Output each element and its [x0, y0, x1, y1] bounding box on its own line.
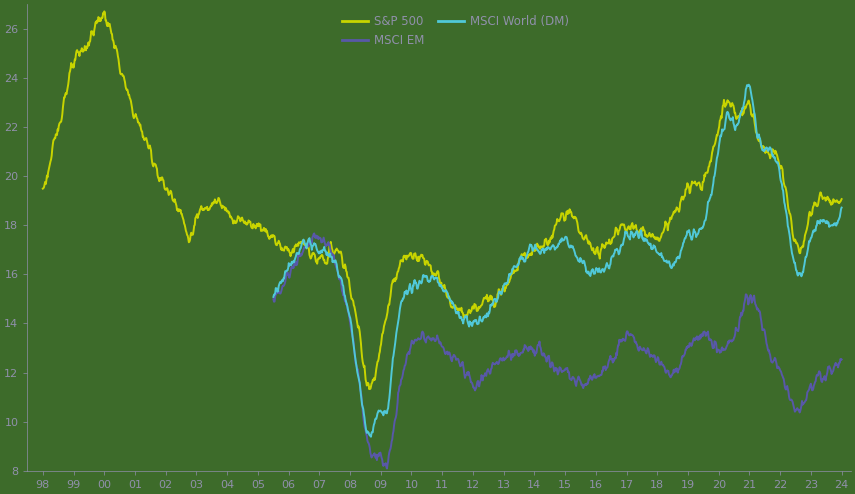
- MSCI World (DM): [777, 181, 787, 187]
- MSCI EM: [836, 357, 846, 363]
- S&P 500: [38, 186, 48, 192]
- S&P 500: [99, 8, 109, 14]
- S&P 500: [836, 196, 846, 202]
- MSCI World (DM): [836, 205, 846, 210]
- MSCI EM: [682, 345, 693, 351]
- S&P 500: [778, 174, 788, 180]
- MSCI EM: [573, 375, 583, 381]
- S&P 500: [683, 183, 693, 189]
- MSCI World (DM): [399, 293, 410, 299]
- S&P 500: [364, 386, 374, 392]
- S&P 500: [574, 229, 584, 235]
- Line: S&P 500: S&P 500: [43, 11, 841, 389]
- Line: MSCI EM: MSCI EM: [274, 234, 841, 468]
- MSCI World (DM): [573, 257, 583, 263]
- MSCI EM: [777, 372, 787, 378]
- Line: MSCI World (DM): MSCI World (DM): [274, 84, 841, 437]
- S&P 500: [85, 39, 95, 45]
- S&P 500: [400, 253, 410, 259]
- MSCI EM: [399, 367, 410, 372]
- MSCI World (DM): [682, 228, 693, 234]
- Legend: S&P 500, MSCI EM, MSCI World (DM): S&P 500, MSCI EM, MSCI World (DM): [337, 10, 574, 51]
- S&P 500: [153, 174, 163, 180]
